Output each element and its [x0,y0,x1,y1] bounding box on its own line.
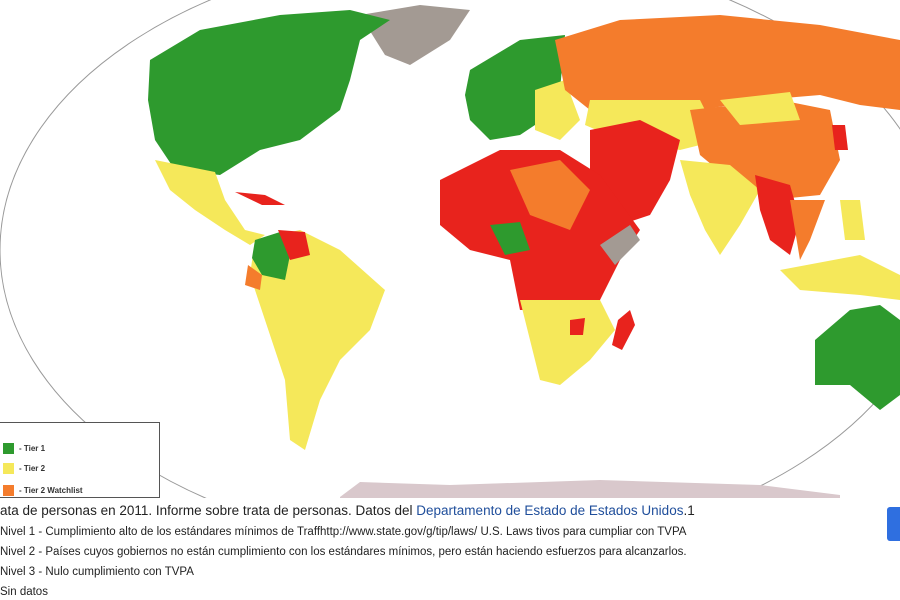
zimbabwe [570,318,585,335]
somalia [600,225,640,265]
caption: ata de personas en 2011. Informe sobre t… [0,503,695,518]
legend-label: - Tier 2 Watchlist [19,486,83,495]
legend-swatch [3,463,14,474]
list-item: Sin datos [0,586,48,598]
india [680,160,760,255]
south-america [250,230,385,450]
side-button[interactable] [887,507,900,541]
southern-africa [520,300,615,385]
eastern-europe [535,80,580,140]
legend-swatch [3,485,14,496]
legend-item: - Tier 1 [3,443,45,454]
legend-label: - Tier 1 [19,444,46,453]
nigeria [490,222,530,255]
caption-suffix: .1 [683,503,695,518]
russia [555,15,900,120]
indonesia [780,255,900,300]
world-map [0,0,900,498]
legend: - Tier 1 - Tier 2 - Tier 2 Watchlist [0,422,160,498]
legend-label: - Tier 2 [19,464,46,473]
legend-item: - Tier 2 [3,463,45,474]
caption-text: ata de personas en 2011. Informe sobre t… [0,503,413,518]
caption-link[interactable]: Departamento de Estado de Estados Unidos [416,503,684,518]
philippines [840,200,865,240]
list-item: Nivel 2 - Países cuyos gobiernos no está… [0,546,687,558]
indochina [790,200,825,260]
madagascar [612,310,635,350]
list-item: Nivel 3 - Nulo cumplimiento con TVPA [0,566,194,578]
sahel [510,160,590,230]
legend-item: - Tier 2 Watchlist [3,485,83,496]
central-america [155,160,265,245]
caribbean [235,192,285,205]
australia [815,305,900,410]
colombia [252,232,290,280]
north-korea [832,125,848,150]
list-item: Nivel 1 - Cumplimiento alto de los están… [0,526,687,538]
ecuador [245,265,262,290]
venezuela [278,230,310,260]
north-america [148,10,390,175]
antarctica [340,480,840,498]
legend-swatch [3,443,14,454]
mongolia [720,92,800,125]
burma [755,175,800,255]
